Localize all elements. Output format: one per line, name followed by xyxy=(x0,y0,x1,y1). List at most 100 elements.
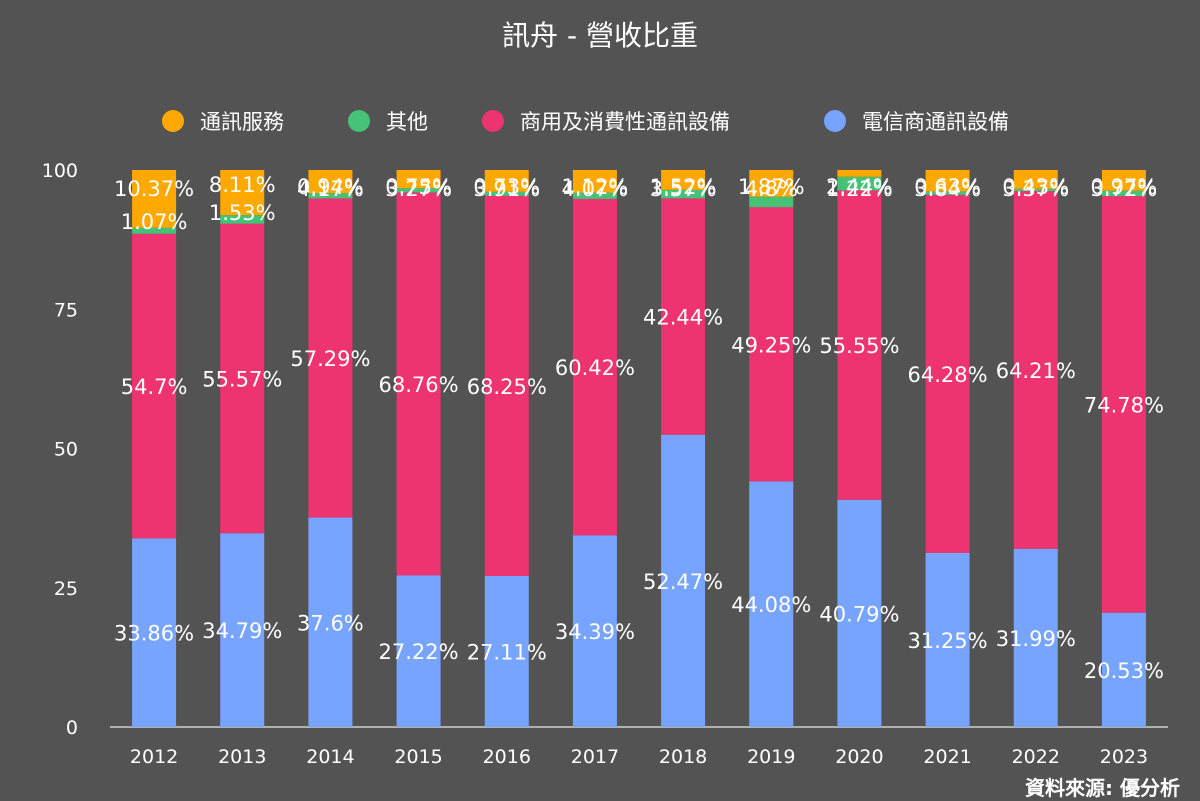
x-tick-label: 2016 xyxy=(483,746,531,768)
data-label: 34.79% xyxy=(202,619,282,643)
data-label: 37.6% xyxy=(297,611,364,635)
data-label: 31.25% xyxy=(908,629,988,653)
data-label: 3.91% xyxy=(473,177,540,201)
bar-segment xyxy=(837,190,882,500)
data-label: 68.76% xyxy=(379,373,459,397)
bar-segment xyxy=(837,499,882,727)
data-label: 64.21% xyxy=(996,359,1076,383)
bar-segment xyxy=(220,533,265,727)
data-label: 2.44% xyxy=(826,175,893,199)
data-label: 1.12% xyxy=(562,175,629,199)
bar-segment xyxy=(308,193,353,199)
bar-segment xyxy=(132,233,177,539)
x-tick-label: 2017 xyxy=(571,746,619,768)
legend-item-telecom-equipment[interactable]: 電信商通訊設備 xyxy=(824,104,1009,138)
data-label: 74.78% xyxy=(1084,393,1164,417)
data-label: 1.53% xyxy=(209,201,276,225)
data-label: 20.53% xyxy=(1084,659,1164,683)
y-tick-label: 50 xyxy=(54,439,78,461)
bar-segment xyxy=(572,535,617,727)
data-label: 1.22% xyxy=(826,177,893,201)
bar-segment xyxy=(132,227,177,234)
data-label: 60.42% xyxy=(555,356,635,380)
legend-item-commercial-consumer-equipment[interactable]: 商用及消費性通訊設備 xyxy=(482,104,730,138)
data-label: 34.39% xyxy=(555,620,635,644)
bar-segment xyxy=(572,170,617,193)
bar-segment xyxy=(749,170,794,197)
data-label: 57.29% xyxy=(290,347,370,371)
data-label: 3.27% xyxy=(385,177,452,201)
data-label: 4.17% xyxy=(297,177,364,201)
legend-swatch-icon xyxy=(162,110,184,132)
chart-title: 訊舟 - 營收比重 xyxy=(502,19,698,52)
legend-swatch-icon xyxy=(482,110,504,132)
bar-segment xyxy=(484,195,529,576)
bar-segment xyxy=(1101,190,1146,197)
data-label: 42.44% xyxy=(643,306,723,330)
data-label: 40.79% xyxy=(819,602,899,626)
data-label: 3.84% xyxy=(914,177,981,201)
data-label: 27.22% xyxy=(379,640,459,664)
data-label: 31.99% xyxy=(996,627,1076,651)
x-tick-label: 2019 xyxy=(747,746,795,768)
data-label: 33.86% xyxy=(114,622,194,646)
data-label: 55.55% xyxy=(819,334,899,358)
legend-label: 通訊服務 xyxy=(200,110,284,134)
bar-segment xyxy=(132,170,177,228)
bar-segment xyxy=(1013,188,1058,192)
data-label: 49.25% xyxy=(731,333,811,357)
bar-segment xyxy=(220,223,265,534)
bar-segment xyxy=(484,575,529,727)
chart-legend: 通訊服務 其他 商用及消費性通訊設備 電信商通訊設備 xyxy=(0,104,1200,138)
bar-segment xyxy=(308,170,353,194)
data-label: 54.7% xyxy=(121,375,188,399)
bar-segment xyxy=(1013,170,1058,189)
data-label: 52.47% xyxy=(643,570,723,594)
bar-segment xyxy=(396,192,441,576)
bar-segment xyxy=(1013,191,1058,549)
bar-segment xyxy=(1101,612,1146,727)
legend-swatch-icon xyxy=(824,110,846,132)
y-tick-label: 0 xyxy=(66,717,78,739)
bar-segment xyxy=(396,170,441,189)
legend-item-communication-services[interactable]: 通訊服務 xyxy=(162,104,284,138)
bar-segment xyxy=(1101,170,1146,191)
x-tick-label: 2023 xyxy=(1100,746,1148,768)
data-label: 27.11% xyxy=(467,640,547,664)
bar-segment xyxy=(308,517,353,727)
bar-segment xyxy=(661,434,706,727)
y-tick-label: 75 xyxy=(54,299,78,321)
data-label: 68.25% xyxy=(467,375,547,399)
data-label: 4.8% xyxy=(745,177,798,201)
x-tick-label: 2018 xyxy=(659,746,707,768)
data-label: 55.57% xyxy=(202,367,282,391)
data-label: 4.07% xyxy=(562,177,629,201)
data-label: 1.87% xyxy=(738,175,805,199)
bar-segment xyxy=(1101,196,1146,613)
bar-segment xyxy=(749,207,794,482)
data-label: 0.63% xyxy=(914,175,981,199)
x-tick-label: 2013 xyxy=(218,746,266,768)
data-label: 0.97% xyxy=(1091,175,1158,199)
data-label: 64.28% xyxy=(908,363,988,387)
source-note: 資料來源: 優分析 xyxy=(1025,776,1180,800)
legend-label: 電信商通訊設備 xyxy=(862,110,1009,134)
y-tick-label: 100 xyxy=(42,160,78,182)
bar-segment xyxy=(749,196,794,208)
bar-segment xyxy=(484,191,529,196)
bar-segment xyxy=(925,170,970,192)
bar-segment xyxy=(837,176,882,191)
y-tick-label: 25 xyxy=(54,578,78,600)
legend-label: 其他 xyxy=(386,110,428,134)
x-tick-label: 2015 xyxy=(394,746,442,768)
bar-segment xyxy=(396,575,441,727)
data-label: 8.11% xyxy=(209,173,276,197)
data-label: 0.43% xyxy=(1002,175,1069,199)
x-tick-label: 2022 xyxy=(1012,746,1060,768)
bar-segment xyxy=(837,170,882,177)
data-label: 0.94% xyxy=(297,175,364,199)
data-label: 3.57% xyxy=(650,177,717,201)
bar-segment xyxy=(396,188,441,193)
legend-item-other[interactable]: 其他 xyxy=(348,104,428,138)
data-label: 0.73% xyxy=(473,175,540,199)
